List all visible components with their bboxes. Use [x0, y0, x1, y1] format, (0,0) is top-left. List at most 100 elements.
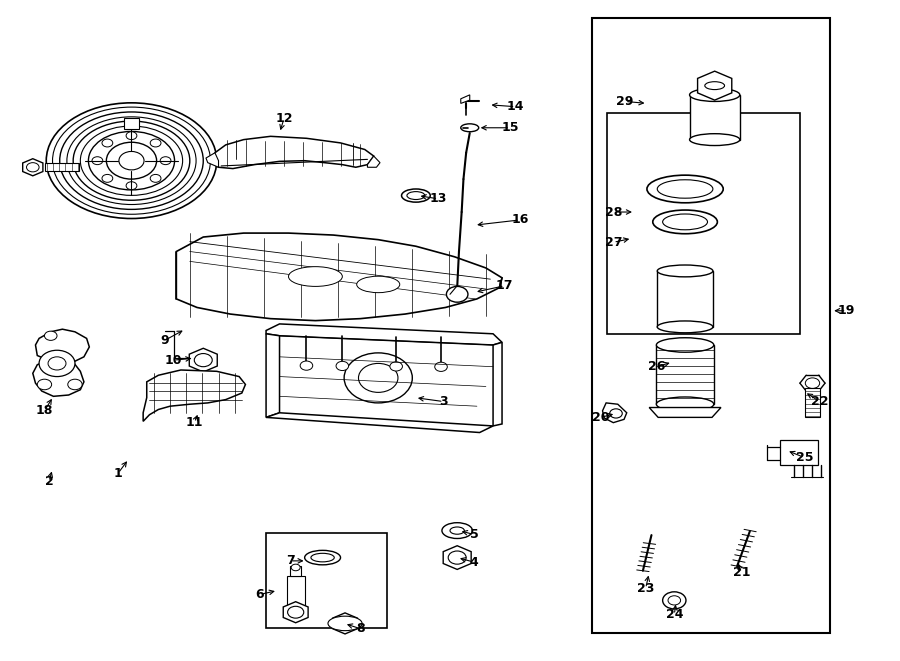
Circle shape: [102, 139, 112, 147]
Circle shape: [126, 132, 137, 139]
Text: 25: 25: [796, 451, 814, 464]
Text: 7: 7: [286, 555, 294, 567]
Ellipse shape: [689, 134, 740, 145]
Bar: [607, 113, 800, 334]
Polygon shape: [143, 370, 246, 421]
Ellipse shape: [705, 82, 725, 90]
Circle shape: [194, 354, 212, 367]
Circle shape: [358, 364, 398, 393]
Text: 10: 10: [165, 354, 183, 367]
Text: 15: 15: [501, 121, 519, 134]
Text: 8: 8: [356, 622, 365, 635]
Ellipse shape: [67, 117, 196, 204]
Text: 2: 2: [45, 475, 53, 488]
Ellipse shape: [442, 523, 472, 539]
Circle shape: [150, 175, 161, 182]
Text: 13: 13: [429, 192, 447, 206]
Ellipse shape: [657, 265, 713, 277]
Circle shape: [448, 551, 466, 564]
Text: 26: 26: [648, 360, 665, 373]
Text: 16: 16: [511, 214, 528, 227]
Polygon shape: [367, 156, 380, 167]
Text: 17: 17: [496, 279, 514, 292]
Ellipse shape: [656, 397, 714, 411]
Ellipse shape: [52, 107, 211, 214]
Circle shape: [102, 175, 112, 182]
Text: 29: 29: [616, 95, 634, 108]
Ellipse shape: [289, 266, 342, 286]
Circle shape: [337, 617, 353, 629]
Ellipse shape: [652, 210, 717, 234]
Bar: [689, 95, 740, 139]
Polygon shape: [266, 334, 280, 417]
Circle shape: [662, 592, 686, 609]
Text: 12: 12: [275, 112, 292, 125]
Circle shape: [292, 564, 301, 570]
Polygon shape: [284, 602, 308, 623]
Text: 5: 5: [470, 528, 479, 541]
Circle shape: [806, 378, 820, 389]
Ellipse shape: [407, 192, 425, 200]
Ellipse shape: [657, 180, 713, 198]
Ellipse shape: [461, 124, 479, 132]
Circle shape: [609, 408, 622, 418]
Circle shape: [39, 350, 75, 377]
Circle shape: [92, 157, 103, 165]
Circle shape: [160, 157, 171, 165]
Text: 23: 23: [637, 582, 654, 595]
Polygon shape: [698, 71, 732, 100]
Polygon shape: [189, 348, 217, 372]
Bar: [291, 566, 302, 576]
Polygon shape: [206, 153, 219, 167]
Text: 1: 1: [113, 467, 122, 480]
Text: 4: 4: [470, 556, 479, 568]
Polygon shape: [176, 233, 502, 321]
Ellipse shape: [401, 189, 430, 202]
Circle shape: [37, 379, 51, 390]
Text: 20: 20: [592, 411, 609, 424]
Text: 22: 22: [811, 395, 828, 408]
Circle shape: [390, 362, 402, 371]
Polygon shape: [602, 403, 626, 422]
Bar: [656, 345, 714, 405]
Polygon shape: [22, 159, 43, 176]
Ellipse shape: [46, 103, 217, 219]
Polygon shape: [210, 136, 374, 169]
Circle shape: [68, 379, 82, 390]
Polygon shape: [124, 118, 139, 129]
Text: 19: 19: [838, 304, 855, 317]
Text: 24: 24: [666, 608, 683, 621]
Ellipse shape: [88, 132, 175, 190]
Bar: [592, 18, 830, 633]
Polygon shape: [266, 412, 493, 432]
Ellipse shape: [662, 214, 707, 230]
Circle shape: [336, 362, 348, 371]
Bar: [657, 271, 713, 327]
Circle shape: [44, 331, 57, 340]
Ellipse shape: [80, 126, 183, 196]
Text: 21: 21: [733, 566, 751, 579]
Text: 27: 27: [605, 236, 622, 249]
Ellipse shape: [689, 89, 740, 101]
Ellipse shape: [304, 551, 340, 565]
Ellipse shape: [647, 175, 724, 203]
Ellipse shape: [450, 527, 464, 534]
Polygon shape: [443, 546, 472, 569]
Circle shape: [668, 596, 680, 605]
Polygon shape: [461, 95, 470, 103]
Circle shape: [26, 163, 39, 172]
Circle shape: [106, 142, 157, 179]
Circle shape: [446, 286, 468, 302]
Polygon shape: [333, 613, 357, 634]
Circle shape: [288, 606, 304, 618]
Circle shape: [435, 362, 447, 371]
Text: 11: 11: [185, 416, 203, 429]
Text: 3: 3: [439, 395, 448, 408]
Ellipse shape: [657, 321, 713, 332]
Ellipse shape: [310, 553, 334, 562]
Circle shape: [48, 357, 66, 370]
Circle shape: [126, 182, 137, 190]
Text: 9: 9: [160, 334, 169, 347]
Text: 18: 18: [36, 405, 53, 417]
Text: 6: 6: [256, 588, 264, 601]
